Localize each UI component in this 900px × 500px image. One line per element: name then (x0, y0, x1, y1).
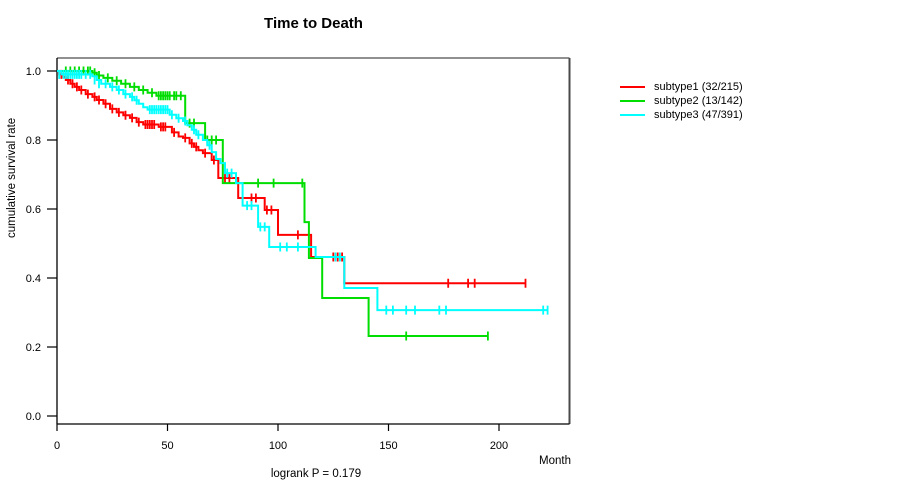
y-tick-label: 0.2 (26, 342, 41, 354)
legend-label-subtype3: subtype3 (47/391) (654, 109, 743, 121)
legend-line-subtype3 (620, 114, 645, 116)
y-tick-label: 0.0 (26, 411, 41, 423)
survival-curve-subtype2 (57, 70, 488, 337)
logrank-pvalue: logrank P = 0.179 (270, 468, 362, 480)
x-tick-label: 0 (54, 440, 60, 452)
legend-item-subtype2: subtype2 (13/142) (620, 94, 743, 108)
survival-curve-subtype3 (57, 70, 548, 312)
chart-title: Time to Death (264, 15, 363, 32)
y-tick-label: 0.4 (26, 273, 41, 285)
x-axis-label: Month (539, 455, 571, 467)
x-tick-label: 150 (379, 440, 397, 452)
censor-marks-subtype1 (60, 69, 527, 288)
censor-marks-subtype3 (58, 69, 549, 315)
legend-item-subtype1: subtype1 (32/215) (620, 80, 743, 94)
x-tick-label: 100 (269, 440, 287, 452)
y-tick-label: 0.6 (26, 204, 41, 216)
censor-marks-subtype2 (64, 66, 489, 341)
legend-label-subtype1: subtype1 (32/215) (654, 81, 743, 93)
legend-item-subtype3: subtype3 (47/391) (620, 108, 743, 122)
x-tick-label: 50 (161, 440, 173, 452)
y-tick-label: 1.0 (26, 66, 41, 78)
survival-curve-subtype1 (57, 70, 526, 285)
y-tick-label: 0.8 (26, 135, 41, 147)
legend-line-subtype1 (620, 86, 645, 88)
y-axis-label-text: cumulative survival rate (6, 117, 18, 238)
legend-line-subtype2 (620, 100, 645, 102)
x-tick-label: 200 (490, 440, 508, 452)
legend: subtype1 (32/215) subtype2 (13/142) subt… (620, 80, 743, 122)
legend-label-subtype2: subtype2 (13/142) (654, 95, 743, 107)
